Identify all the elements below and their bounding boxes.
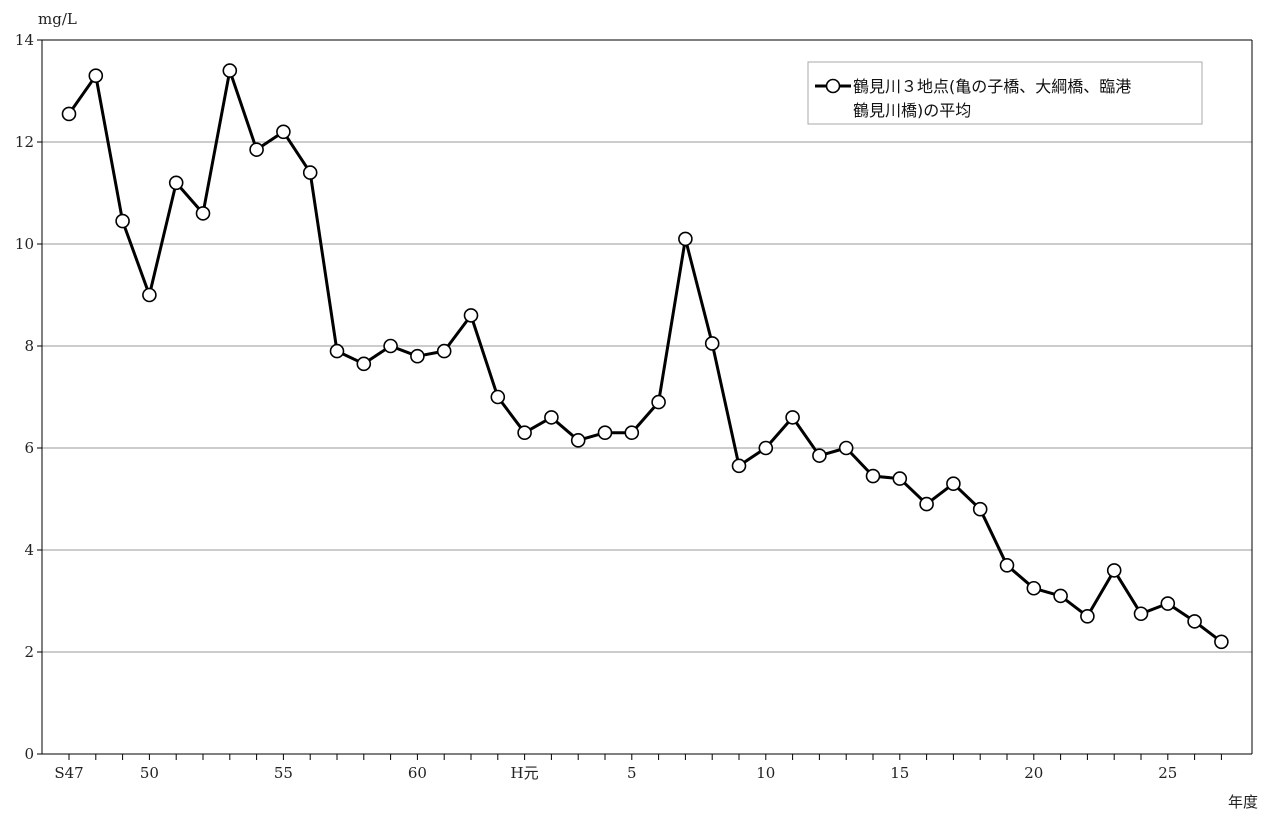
data-point (544, 410, 559, 425)
data-point (999, 557, 1015, 573)
series-line-group (61, 63, 1229, 650)
y-tick-label: 0 (24, 745, 34, 763)
data-point (785, 410, 800, 425)
data-point (195, 206, 211, 221)
data-point (356, 356, 372, 372)
legend-label-line-2: 鶴見川橋)の平均 (853, 101, 971, 120)
x-axis-label: 年度 (1228, 793, 1258, 811)
gridlines (37, 39, 1252, 755)
data-point (812, 448, 827, 463)
x-ticks: S47 50 55 60 H元 5 10 15 20 25 (54, 754, 1222, 782)
data-point (1080, 608, 1095, 624)
data-point (624, 425, 640, 441)
data-point (517, 425, 532, 441)
data-point (1160, 596, 1176, 611)
data-point (1214, 634, 1229, 650)
x-tick-label: 5 (627, 764, 637, 782)
data-point (865, 468, 881, 484)
data-point (731, 458, 747, 474)
x-tick-label: H元 (511, 764, 539, 782)
y-tick-label: 4 (24, 541, 34, 559)
data-point (1026, 580, 1042, 596)
data-point (222, 63, 238, 78)
data-point (61, 106, 77, 122)
x-tick-label: S47 (54, 764, 83, 782)
series-line (67, 69, 1223, 643)
x-tick-label: 10 (756, 764, 775, 782)
data-point (410, 348, 425, 364)
data-point (758, 440, 774, 456)
data-point (892, 471, 908, 486)
data-point (383, 338, 398, 354)
data-point (1133, 606, 1149, 622)
y-tick-label: 10 (15, 235, 34, 253)
data-point (142, 287, 157, 303)
data-point (1106, 563, 1122, 578)
y-tick-labels: 0 2 4 6 8 10 12 14 (15, 31, 34, 763)
data-point (570, 433, 586, 448)
y-tick-label: 6 (24, 439, 34, 457)
legend-marker-sample (825, 78, 841, 94)
axes (41, 39, 1253, 755)
data-point (490, 389, 506, 405)
data-point (115, 213, 130, 229)
data-point (1187, 614, 1202, 629)
x-tick-label: 50 (140, 764, 159, 782)
y-tick-label: 8 (24, 337, 34, 355)
data-point (838, 440, 854, 456)
data-point (276, 124, 291, 140)
data-point (597, 425, 613, 441)
data-point (651, 394, 666, 410)
data-point (249, 142, 264, 157)
data-point (302, 165, 318, 180)
x-tick-label: 55 (274, 764, 293, 782)
data-point (168, 175, 184, 191)
x-tick-label: 20 (1024, 764, 1043, 782)
y-tick-label: 14 (15, 31, 34, 49)
data-point (1053, 588, 1068, 604)
data-point (463, 308, 479, 323)
x-tick-label: 15 (890, 764, 909, 782)
data-point (678, 231, 693, 247)
y-tick-label: 12 (15, 133, 34, 151)
legend: 鶴見川３地点(亀の子橋、大綱橋、臨港 鶴見川橋)の平均 (807, 61, 1203, 125)
x-tick-label: 60 (408, 764, 427, 782)
data-point (436, 343, 452, 359)
data-point (88, 68, 104, 83)
data-point (329, 343, 345, 359)
y-tick-label: 2 (24, 643, 34, 661)
y-axis-label: mg/L (38, 10, 77, 28)
data-point (704, 336, 720, 351)
x-tick-label: 25 (1158, 764, 1177, 782)
legend-label-line-1: 鶴見川３地点(亀の子橋、大綱橋、臨港 (853, 77, 1131, 96)
data-point (972, 501, 988, 517)
data-point (946, 476, 961, 492)
legend-box (807, 61, 1203, 125)
data-point (919, 496, 934, 512)
